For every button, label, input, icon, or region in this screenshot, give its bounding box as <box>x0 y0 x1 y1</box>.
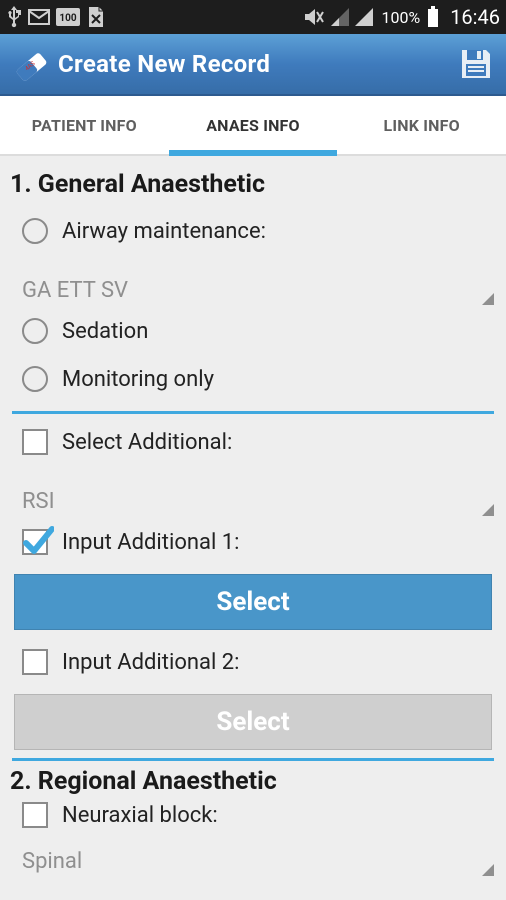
radio-row-airway[interactable]: Airway maintenance: <box>4 207 502 255</box>
checkbox-input-additional-2[interactable] <box>22 649 48 675</box>
radio-airway-label: Airway maintenance: <box>62 219 266 244</box>
action-bar: 4AS Create New Record <box>0 34 506 96</box>
mail-icon <box>28 9 50 25</box>
tab-link-info[interactable]: LINK INFO <box>337 96 506 156</box>
spinner-rsi-value: RSI <box>22 489 55 514</box>
signal-1-icon <box>331 8 349 26</box>
checkbox-neuraxial[interactable] <box>22 802 48 828</box>
radio-sedation[interactable] <box>22 318 48 344</box>
clock: 16:46 <box>450 5 500 29</box>
spinner-rsi[interactable]: RSI <box>4 466 502 518</box>
signal-2-icon <box>355 8 373 26</box>
tab-patient-info[interactable]: PATIENT INFO <box>0 96 169 156</box>
mute-icon <box>303 7 325 27</box>
save-button[interactable] <box>456 44 496 84</box>
checkbox-row-select-additional[interactable]: Select Additional: <box>4 418 502 466</box>
doc-x-icon <box>86 6 106 28</box>
battery-icon <box>426 6 440 28</box>
spinner-spinal[interactable]: Spinal <box>4 838 502 878</box>
tab-bar: PATIENT INFO ANAES INFO LINK INFO <box>0 96 506 156</box>
form-content: 1. General Anaesthetic Airway maintenanc… <box>0 156 506 878</box>
divider <box>12 411 494 414</box>
checkbox-input-additional-1[interactable] <box>22 529 48 555</box>
checkbox-neuraxial-label: Neuraxial block: <box>62 803 218 828</box>
usb-icon <box>6 6 22 28</box>
checkbox-select-additional[interactable] <box>22 429 48 455</box>
spinner-airway-value: GA ETT SV <box>22 278 128 303</box>
checkbox-input1-label: Input Additional 1: <box>62 530 240 555</box>
select-button-1[interactable]: Select <box>14 574 492 630</box>
checkbox-input2-label: Input Additional 2: <box>62 650 240 675</box>
select-button-2: Select <box>14 694 492 750</box>
radio-row-monitoring[interactable]: Monitoring only <box>4 355 502 403</box>
radio-airway[interactable] <box>22 218 48 244</box>
svg-text:100: 100 <box>59 13 76 24</box>
dropdown-icon <box>482 504 494 516</box>
page-title: Create New Record <box>58 50 270 78</box>
badge-100-icon: 100 <box>56 8 80 26</box>
section-1-title: 1. General Anaesthetic <box>4 166 502 207</box>
radio-monitoring[interactable] <box>22 366 48 392</box>
section-2-title: 2. Regional Anaesthetic <box>4 765 502 798</box>
spinner-spinal-value: Spinal <box>22 849 82 874</box>
radio-monitoring-label: Monitoring only <box>62 367 214 392</box>
save-icon <box>459 47 493 81</box>
radio-row-sedation[interactable]: Sedation <box>4 307 502 355</box>
checkbox-select-additional-label: Select Additional: <box>62 430 232 455</box>
dropdown-icon <box>482 864 494 876</box>
app-icon[interactable]: 4AS <box>8 43 50 85</box>
spinner-airway[interactable]: GA ETT SV <box>4 255 502 307</box>
dropdown-icon <box>482 293 494 305</box>
status-bar: 100 100% 16:46 <box>0 0 506 34</box>
checkbox-row-input2[interactable]: Input Additional 2: <box>4 638 502 686</box>
battery-percent: 100% <box>381 8 420 27</box>
radio-sedation-label: Sedation <box>62 319 148 344</box>
checkbox-row-neuraxial[interactable]: Neuraxial block: <box>4 798 502 838</box>
tab-anaes-info[interactable]: ANAES INFO <box>169 96 338 156</box>
checkbox-row-input1[interactable]: Input Additional 1: <box>4 518 502 566</box>
divider <box>12 758 494 761</box>
